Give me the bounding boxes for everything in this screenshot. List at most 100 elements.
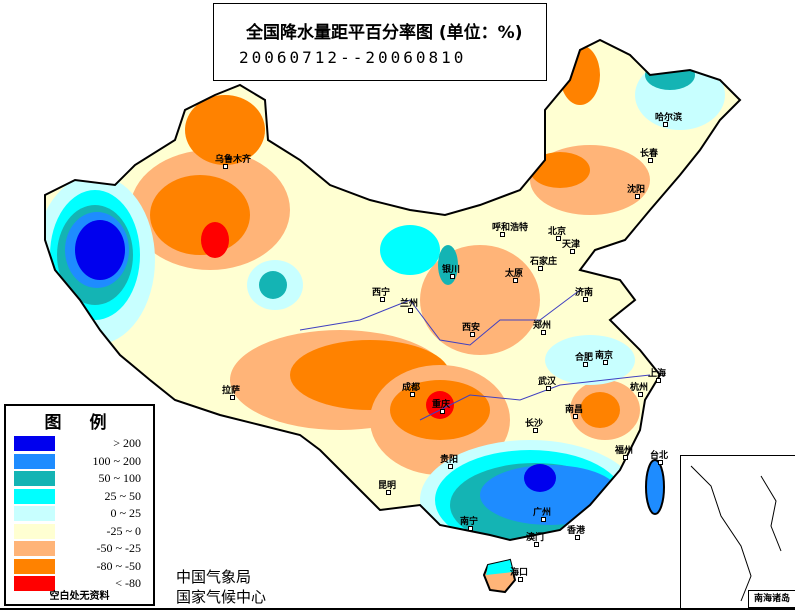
- city-label: 长沙: [525, 419, 544, 429]
- legend-swatch: [14, 471, 55, 486]
- title-box: 全国降水量距平百分率图 (单位：%) 20060712--20060810: [213, 3, 547, 81]
- city-marker-icon: [380, 297, 385, 302]
- city-label: 贵阳: [440, 455, 459, 465]
- city-marker-icon: [573, 414, 578, 419]
- city-label: 北京: [548, 227, 567, 237]
- city-label: 兰州: [400, 299, 419, 309]
- city-label: 太原: [505, 269, 524, 279]
- city-marker-icon: [658, 460, 663, 465]
- org-ncc: 国家气候中心: [176, 588, 267, 606]
- legend-swatch: [14, 436, 55, 451]
- city-marker-icon: [603, 360, 608, 365]
- city-label: 武汉: [538, 377, 557, 387]
- city-marker-icon: [570, 249, 575, 254]
- legend-label: < -80: [115, 576, 141, 590]
- city-label: 成都: [402, 383, 421, 393]
- date-range: 20060712--20060810: [239, 48, 467, 67]
- city-label: 南京: [595, 351, 614, 361]
- city-label: 昆明: [378, 481, 397, 491]
- city-marker-icon: [583, 297, 588, 302]
- city-label: 西宁: [372, 288, 391, 298]
- city-marker-icon: [534, 542, 539, 547]
- legend-item: -50 ~ -25: [14, 541, 149, 557]
- no-data-note: 空白处无资料: [49, 591, 110, 602]
- legend-label: 50 ~ 100: [98, 471, 142, 485]
- city-marker-icon: [541, 330, 546, 335]
- city-label: 合肥: [575, 353, 594, 363]
- legend-label: -50 ~ -25: [96, 541, 141, 555]
- legend-title: 图例: [44, 413, 135, 433]
- city-label: 天津: [562, 240, 581, 250]
- legend-item: 25 ~ 50: [14, 488, 149, 505]
- inset-label: 南海诸岛: [748, 590, 795, 608]
- city-label: 西安: [462, 323, 481, 333]
- city-label: 拉萨: [222, 386, 241, 396]
- city-marker-icon: [648, 158, 653, 163]
- city-marker-icon: [546, 386, 551, 391]
- city-marker-icon: [230, 395, 235, 400]
- legend-swatch: [14, 506, 55, 521]
- south-china-sea-inset: 南海诸岛: [680, 455, 795, 608]
- city-label: 海口: [510, 568, 529, 578]
- legend-item: < -80: [14, 576, 149, 592]
- city-label: 乌鲁木齐: [215, 155, 252, 165]
- city-label: 重庆: [432, 400, 451, 410]
- city-marker-icon: [513, 278, 518, 283]
- city-marker-icon: [386, 490, 391, 495]
- legend-swatch: [14, 488, 55, 504]
- city-marker-icon: [518, 577, 523, 582]
- legend-swatch: [14, 453, 55, 469]
- city-marker-icon: [410, 392, 415, 397]
- city-marker-icon: [440, 409, 445, 414]
- city-label: 长春: [640, 149, 659, 159]
- city-label: 郑州: [533, 321, 552, 331]
- legend-item: > 200: [14, 436, 149, 452]
- legend-swatch: [14, 558, 55, 574]
- taiwan: [645, 459, 665, 515]
- city-marker-icon: [583, 362, 588, 367]
- city-label: 广州: [533, 508, 552, 518]
- legend: 图例 > 200 100 ~ 200 50 ~ 100 25 ~ 50 0 ~ 25 -2…: [4, 404, 155, 606]
- legend-label: > 200: [113, 436, 141, 450]
- legend-label: -80 ~ -50: [96, 558, 141, 573]
- map-title: 全国降水量距平百分率图 (单位：%): [246, 23, 523, 43]
- city-marker-icon: [575, 535, 580, 540]
- city-marker-icon: [448, 464, 453, 469]
- city-label: 济南: [575, 288, 594, 298]
- city-label: 澳门: [526, 533, 545, 543]
- city-label: 香港: [567, 526, 586, 536]
- legend-item: 50 ~ 100: [14, 471, 149, 487]
- city-marker-icon: [635, 194, 640, 199]
- city-marker-icon: [470, 332, 475, 337]
- city-marker-icon: [408, 308, 413, 313]
- city-label: 石家庄: [530, 257, 558, 267]
- city-marker-icon: [223, 164, 228, 169]
- city-label: 上海: [648, 369, 667, 379]
- city-label: 呼和浩特: [492, 223, 529, 233]
- city-marker-icon: [663, 122, 668, 127]
- city-label: 银川: [442, 265, 461, 275]
- city-marker-icon: [538, 266, 543, 271]
- city-marker-icon: [468, 526, 473, 531]
- city-label: 台北: [650, 451, 669, 461]
- legend-item: -25 ~ 0: [14, 523, 149, 540]
- city-label: 南宁: [460, 517, 479, 527]
- city-label: 沈阳: [627, 185, 646, 195]
- org-cma: 中国气象局: [176, 568, 252, 586]
- legend-item: -80 ~ -50: [14, 558, 149, 575]
- city-marker-icon: [533, 428, 538, 433]
- legend-label: 25 ~ 50: [104, 488, 142, 503]
- legend-label: 100 ~ 200: [92, 453, 142, 468]
- legend-swatch: [14, 523, 55, 539]
- city-marker-icon: [656, 378, 661, 383]
- city-marker-icon: [556, 236, 561, 241]
- river-lines: [299, 289, 651, 421]
- inset-map: [690, 465, 782, 602]
- city-label: 哈尔滨: [655, 113, 683, 123]
- legend-item: 0 ~ 25: [14, 506, 149, 522]
- city-label: 杭州: [630, 383, 649, 393]
- city-marker-icon: [541, 517, 546, 522]
- city-label: 福州: [615, 446, 634, 456]
